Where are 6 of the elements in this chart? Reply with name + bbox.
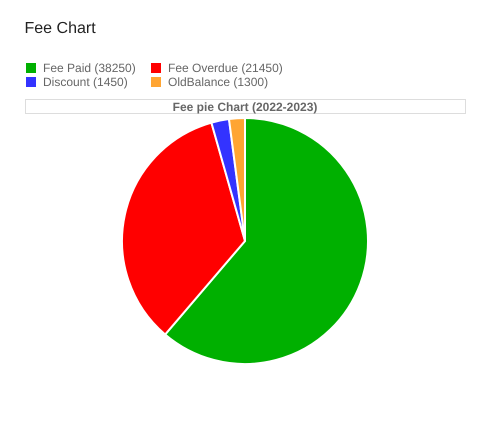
legend-label: OldBalance (1300) (168, 75, 268, 89)
chart-title: Fee Chart (24, 20, 96, 37)
text: Fee pie Chart (2022-2023) (172, 100, 318, 114)
legend-label: Fee Overdue (21450) (168, 61, 283, 75)
legend-label: Fee Paid (38250) (43, 61, 136, 75)
legend-label: Discount (1450) (43, 75, 128, 89)
